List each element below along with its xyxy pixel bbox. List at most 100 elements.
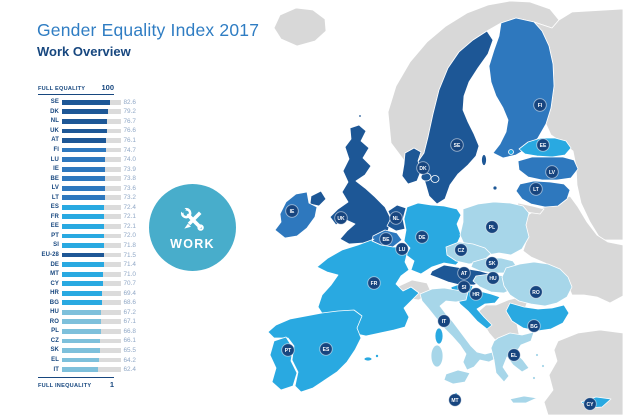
work-label: WORK [170,237,215,251]
map-country-romania [501,261,573,307]
bar-fill [61,319,102,325]
scale-min-value: 1 [109,380,114,390]
bar-fill [61,262,104,267]
europe-map: FI SE EE LV LT DK IE UK NL BE LU DE FR PT ES PL CZ SK AT HU… [267,0,623,415]
country-value: 71.5 [123,251,136,259]
map-badge-LV: LV [545,165,559,179]
map-badge-FI: FI [533,98,547,112]
bar-track [61,348,121,353]
map-island-crete [509,395,538,404]
map-badge-DK: DK [416,161,430,175]
bar-fill [61,138,107,143]
country-value: 73.6 [123,184,136,192]
map-island-mallorca [363,356,373,362]
map-country-finland [488,17,555,159]
country-value: 76.7 [123,117,136,125]
bar-row: CY 70.7 [38,279,142,289]
bar-fill [61,243,104,248]
map-country-united-kingdom [329,124,392,245]
bar-row: DE 71.4 [38,260,142,270]
map-island-saaremaa [508,149,514,155]
bar-track [61,367,121,372]
country-value: 62.4 [123,366,136,374]
bar-track [61,290,121,296]
svg-text:IT: IT [442,319,446,325]
map-badge-layer: FI SE EE LV LT DK IE UK NL BE LU DE FR PT ES PL CZ SK AT HU… [281,98,597,411]
bar-track [61,204,121,210]
bar-track [61,214,121,220]
bar-track [61,262,121,267]
map-island-aegean-2 [541,364,545,368]
bar-row: PT 72.0 [38,231,142,241]
bar-track [61,109,121,115]
country-value: 66.8 [123,327,136,335]
bar-fill [61,204,105,210]
bar-row: IE 73.9 [38,164,142,174]
map-badge-HR: HR [469,287,483,301]
country-code: MT [50,271,59,278]
bar-row: PL 66.8 [38,327,142,337]
country-value: 73.2 [123,194,136,202]
svg-text:FI: FI [538,103,543,109]
work-domain-badge: WORK [149,184,236,271]
country-code: DE [50,261,59,268]
svg-text:FR: FR [371,281,378,287]
bar-track [61,357,121,363]
bar-track [61,319,121,325]
map-island-menorca [375,353,380,358]
bar-track [61,223,121,229]
bar-track [61,300,121,306]
map-badge-NL: NL [389,211,403,225]
bar-track [61,233,121,239]
bar-fill [61,309,102,315]
svg-text:LT: LT [533,187,539,193]
bar-row: UK 76.6 [38,126,142,136]
country-code: AT [51,137,59,144]
country-value: 73.9 [123,165,136,173]
bar-track [61,99,121,105]
bar-row: SK 65.5 [38,346,142,356]
bar-fill [61,109,109,115]
map-country-germany [403,202,464,275]
country-code: EU-28 [41,252,59,259]
svg-text:SK: SK [489,261,496,267]
map-badge-EE: EE [536,138,550,152]
country-value: 66.1 [123,337,136,345]
country-value: 79.2 [123,108,136,116]
map-badge-RO: RO [529,285,543,299]
svg-text:CY: CY [587,402,595,408]
bar-row: SE 82.6 [38,98,142,108]
country-code: UK [50,127,59,134]
bar-row: BG 68.6 [38,298,142,308]
map-country-bulgaria [505,302,570,332]
country-value: 72.1 [123,213,136,221]
bar-fill [61,233,104,239]
scale-max-value: 100 [101,83,114,92]
country-code: IE [53,166,59,173]
bar-track [61,157,121,162]
country-code: HR [50,290,59,297]
country-code: LT [51,194,59,201]
country-value: 67.2 [123,308,136,316]
svg-text:SE: SE [454,143,461,149]
map-badge-BG: BG [527,319,541,333]
map-island-aegean-1 [535,353,539,357]
map-badge-ES: ES [319,342,333,356]
svg-text:PT: PT [285,348,291,354]
scale-min-label: FULL INEQUALITY [38,383,92,390]
wrench-pencil-icon [177,205,204,231]
map-badge-SK: SK [485,256,499,270]
country-code: DK [50,108,59,115]
country-value: 72.0 [123,232,136,240]
bar-track [61,309,121,315]
svg-text:EE: EE [540,143,547,149]
map-badge-PT: PT [281,343,295,357]
bar-row: EU-28 71.5 [38,250,142,260]
country-code: LU [50,156,59,163]
bar-fill [61,128,107,134]
bar-track [61,329,121,334]
bar-row: LU 74.0 [38,155,142,165]
map-badge-LU: LU [395,242,409,256]
bar-chart: FULL EQUALITY 100 SE 82.6 DK 79.2 NL 76.… [38,83,142,389]
